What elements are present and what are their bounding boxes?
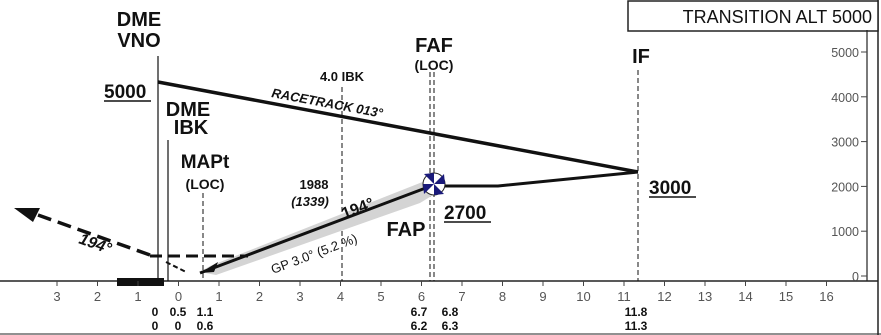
altitude-tick-label: 5000 — [831, 46, 859, 60]
mapt-loc-label: (LOC) — [186, 176, 225, 192]
distance-tick-label: 12 — [657, 289, 671, 304]
distance-tick-label: 3 — [53, 289, 60, 304]
glidepath-arrowhead — [200, 262, 218, 273]
distance-tick-label: 5 — [377, 289, 384, 304]
distance-tick-label: 2 — [256, 289, 263, 304]
distance-axis-ticks: 3 2 1 0 1 2 3 4 5 6 7 8 9 10 11 12 13 14 15 16 — [53, 281, 834, 304]
dist-faf2a: 6.2 — [411, 319, 428, 333]
altitude-tick-label: 1000 — [831, 225, 859, 239]
dist-r2a: 0 — [152, 319, 159, 333]
alt-5000-label: 5000 — [104, 82, 146, 103]
distance-tick-label: 8 — [499, 289, 506, 304]
distance-tick-label: 10 — [576, 289, 590, 304]
dist-if1: 11.8 — [625, 305, 648, 319]
alt-3000-label: 3000 — [649, 178, 691, 199]
mapt-label: MAPt — [181, 152, 230, 173]
altitude-tick-label: 2000 — [831, 180, 859, 194]
dme-vno-label-2: VNO — [117, 30, 160, 52]
dist-faf2b: 6.3 — [442, 319, 459, 333]
dme-ibk-label-1: DME — [166, 99, 210, 121]
distance-tick-label: 11 — [617, 289, 631, 304]
altitude-axis-ticks: 0 1000 2000 3000 4000 5000 — [831, 46, 867, 284]
missed-approach-arrowhead — [14, 208, 40, 222]
transition-alt-label: TRANSITION ALT 5000 — [683, 7, 872, 27]
faf-label: FAF — [415, 35, 453, 57]
dist-r1c: 1.1 — [197, 305, 214, 319]
dist-r2b: 0 — [175, 319, 182, 333]
distance-tick-label: 3 — [296, 289, 303, 304]
dme-ibk-label-2: IBK — [174, 117, 209, 139]
dist-faf1a: 6.7 — [411, 305, 428, 319]
dist-if2: 11.3 — [625, 319, 648, 333]
distance-tick-label: 0 — [175, 289, 182, 304]
altitude-tick-label: 4000 — [831, 91, 859, 105]
altitude-tick-label: 0 — [852, 270, 859, 284]
runway-bar — [117, 278, 164, 286]
distance-tick-label: 6 — [418, 289, 425, 304]
dme-vno-label-1: DME — [117, 9, 161, 31]
obstacle-alt-label: 1988 — [300, 177, 329, 192]
distance-tick-label: 1 — [215, 289, 222, 304]
racetrack-lower-leg — [433, 170, 639, 188]
distance-tick-label: 16 — [819, 289, 833, 304]
racetrack-upper-leg — [157, 80, 639, 174]
altitude-tick-label: 3000 — [831, 136, 859, 150]
distance-tick-label: 4 — [337, 289, 344, 304]
fap-label: FAP — [387, 219, 426, 241]
fap-symbol — [422, 172, 446, 196]
dist-r2c: 0.6 — [197, 319, 214, 333]
glidepath-line — [199, 184, 432, 275]
if-label: IF — [632, 46, 650, 68]
distance-tick-label: 1 — [134, 289, 141, 304]
distance-tick-label: 13 — [698, 289, 712, 304]
faf-loc-label: (LOC) — [415, 57, 454, 73]
distance-tick-label: 14 — [738, 289, 752, 304]
dist-r1a: 0 — [152, 305, 159, 319]
obstacle-height-label: (1339) — [291, 194, 329, 209]
distance-tick-label: 7 — [458, 289, 465, 304]
dist-r1b: 0.5 — [170, 305, 187, 319]
transition-alt-box — [627, 0, 879, 32]
distance-tick-label: 9 — [539, 289, 546, 304]
missed-heading-label: 194° — [77, 231, 114, 258]
missed-approach-diag-small — [165, 261, 187, 273]
distance-tick-label: 15 — [779, 289, 793, 304]
distance-tick-label: 2 — [94, 289, 101, 304]
ibk4-label: 4.0 IBK — [320, 69, 365, 84]
dist-faf1b: 6.8 — [442, 305, 459, 319]
alt-2700-label: 2700 — [444, 203, 486, 224]
